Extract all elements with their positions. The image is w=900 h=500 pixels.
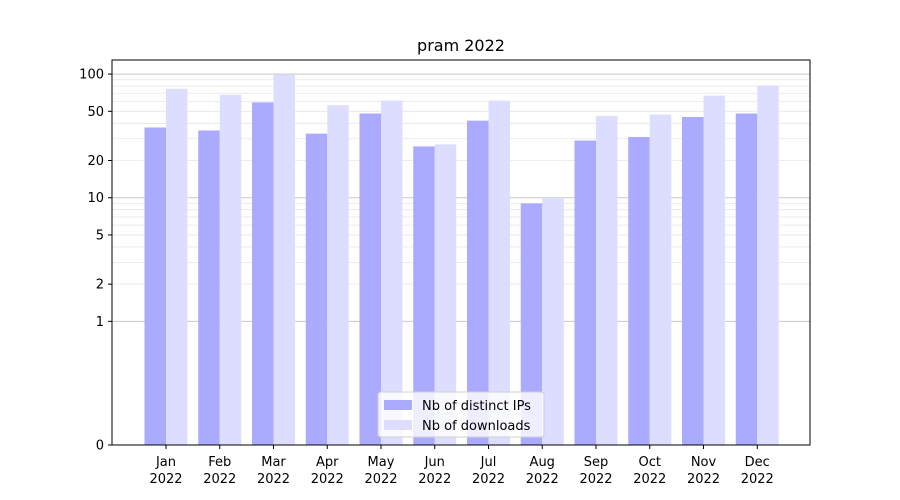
- bar-distinct-ips: [682, 116, 704, 445]
- bar-distinct-ips: [574, 140, 596, 445]
- bar-distinct-ips: [467, 120, 489, 446]
- x-tick-label-month: Nov: [691, 455, 717, 470]
- bars: [144, 74, 779, 446]
- legend-swatch: [384, 400, 412, 410]
- bar-distinct-ips: [305, 133, 328, 445]
- x-tick-label-month: Dec: [745, 455, 770, 470]
- bar-downloads: [488, 100, 510, 445]
- chart-title: pram 2022: [417, 36, 505, 55]
- bar-downloads: [703, 95, 725, 445]
- y-tick-label: 5: [96, 228, 104, 243]
- bar-distinct-ips: [520, 203, 543, 445]
- x-tick-label-month: Aug: [530, 455, 555, 470]
- x-tick-label-month: Jan: [155, 455, 176, 470]
- y-tick-label: 0: [96, 439, 104, 454]
- x-axis: Jan 2022 Feb 2022 Mar 2022 Apr 2022 May 2022 Jun 20…: [149, 445, 774, 487]
- plot-frame: [111, 59, 811, 446]
- x-tick-label-month: Feb: [208, 455, 231, 470]
- x-tick-label-month: Mar: [261, 455, 286, 470]
- bar-distinct-ips: [413, 146, 435, 445]
- x-tick-label-year: 2022: [364, 472, 397, 487]
- legend-box: [377, 391, 545, 438]
- bar-downloads: [381, 100, 403, 445]
- x-tick-label-month: Sep: [584, 455, 609, 470]
- x-tick-label-year: 2022: [472, 472, 505, 487]
- bar-downloads: [649, 114, 672, 445]
- bar-distinct-ips: [735, 113, 758, 446]
- y-tick-label: 10: [87, 191, 104, 206]
- bar-downloads: [273, 74, 295, 445]
- x-tick-label-month: May: [368, 455, 395, 470]
- y-axis: 0 1 2 5 10 20 50 100: [79, 68, 112, 454]
- y-tick-label: 2: [96, 278, 104, 293]
- bar-distinct-ips: [144, 127, 166, 446]
- bar-downloads: [434, 144, 457, 445]
- x-tick-label-year: 2022: [257, 472, 290, 487]
- legend-label: Nb of downloads: [422, 419, 531, 434]
- y-tick-label: 1: [96, 315, 104, 330]
- x-tick-label-year: 2022: [579, 472, 612, 487]
- x-tick-label-year: 2022: [687, 472, 720, 487]
- x-tick-label-month: Jul: [480, 455, 497, 470]
- bar-downloads: [166, 88, 188, 445]
- legend: Nb of distinct IPs Nb of downloads: [377, 391, 545, 438]
- bar-distinct-ips: [252, 102, 274, 445]
- x-tick-label-year: 2022: [203, 472, 236, 487]
- bar-downloads: [327, 105, 349, 445]
- x-tick-label-year: 2022: [149, 472, 182, 487]
- x-tick-label-year: 2022: [311, 472, 344, 487]
- y-tick-label: 20: [87, 154, 104, 169]
- bar-distinct-ips: [198, 130, 220, 445]
- bar-downloads: [219, 94, 242, 445]
- bar-downloads: [542, 197, 564, 445]
- bar-downloads: [596, 115, 618, 446]
- x-tick-label-year: 2022: [526, 472, 559, 487]
- y-tick-label: 50: [87, 105, 104, 120]
- x-tick-label-month: Jun: [424, 455, 445, 470]
- legend-swatch: [384, 420, 412, 430]
- x-tick-label-month: Apr: [316, 455, 339, 470]
- bar-downloads: [757, 85, 779, 445]
- x-tick-label-year: 2022: [418, 472, 451, 487]
- x-tick-label-year: 2022: [741, 472, 774, 487]
- x-tick-label-year: 2022: [633, 472, 666, 487]
- bar-distinct-ips: [359, 113, 381, 446]
- y-tick-label: 100: [79, 68, 104, 83]
- bar-distinct-ips: [628, 136, 650, 445]
- legend-label: Nb of distinct IPs: [422, 399, 531, 414]
- x-tick-label-month: Oct: [639, 455, 661, 470]
